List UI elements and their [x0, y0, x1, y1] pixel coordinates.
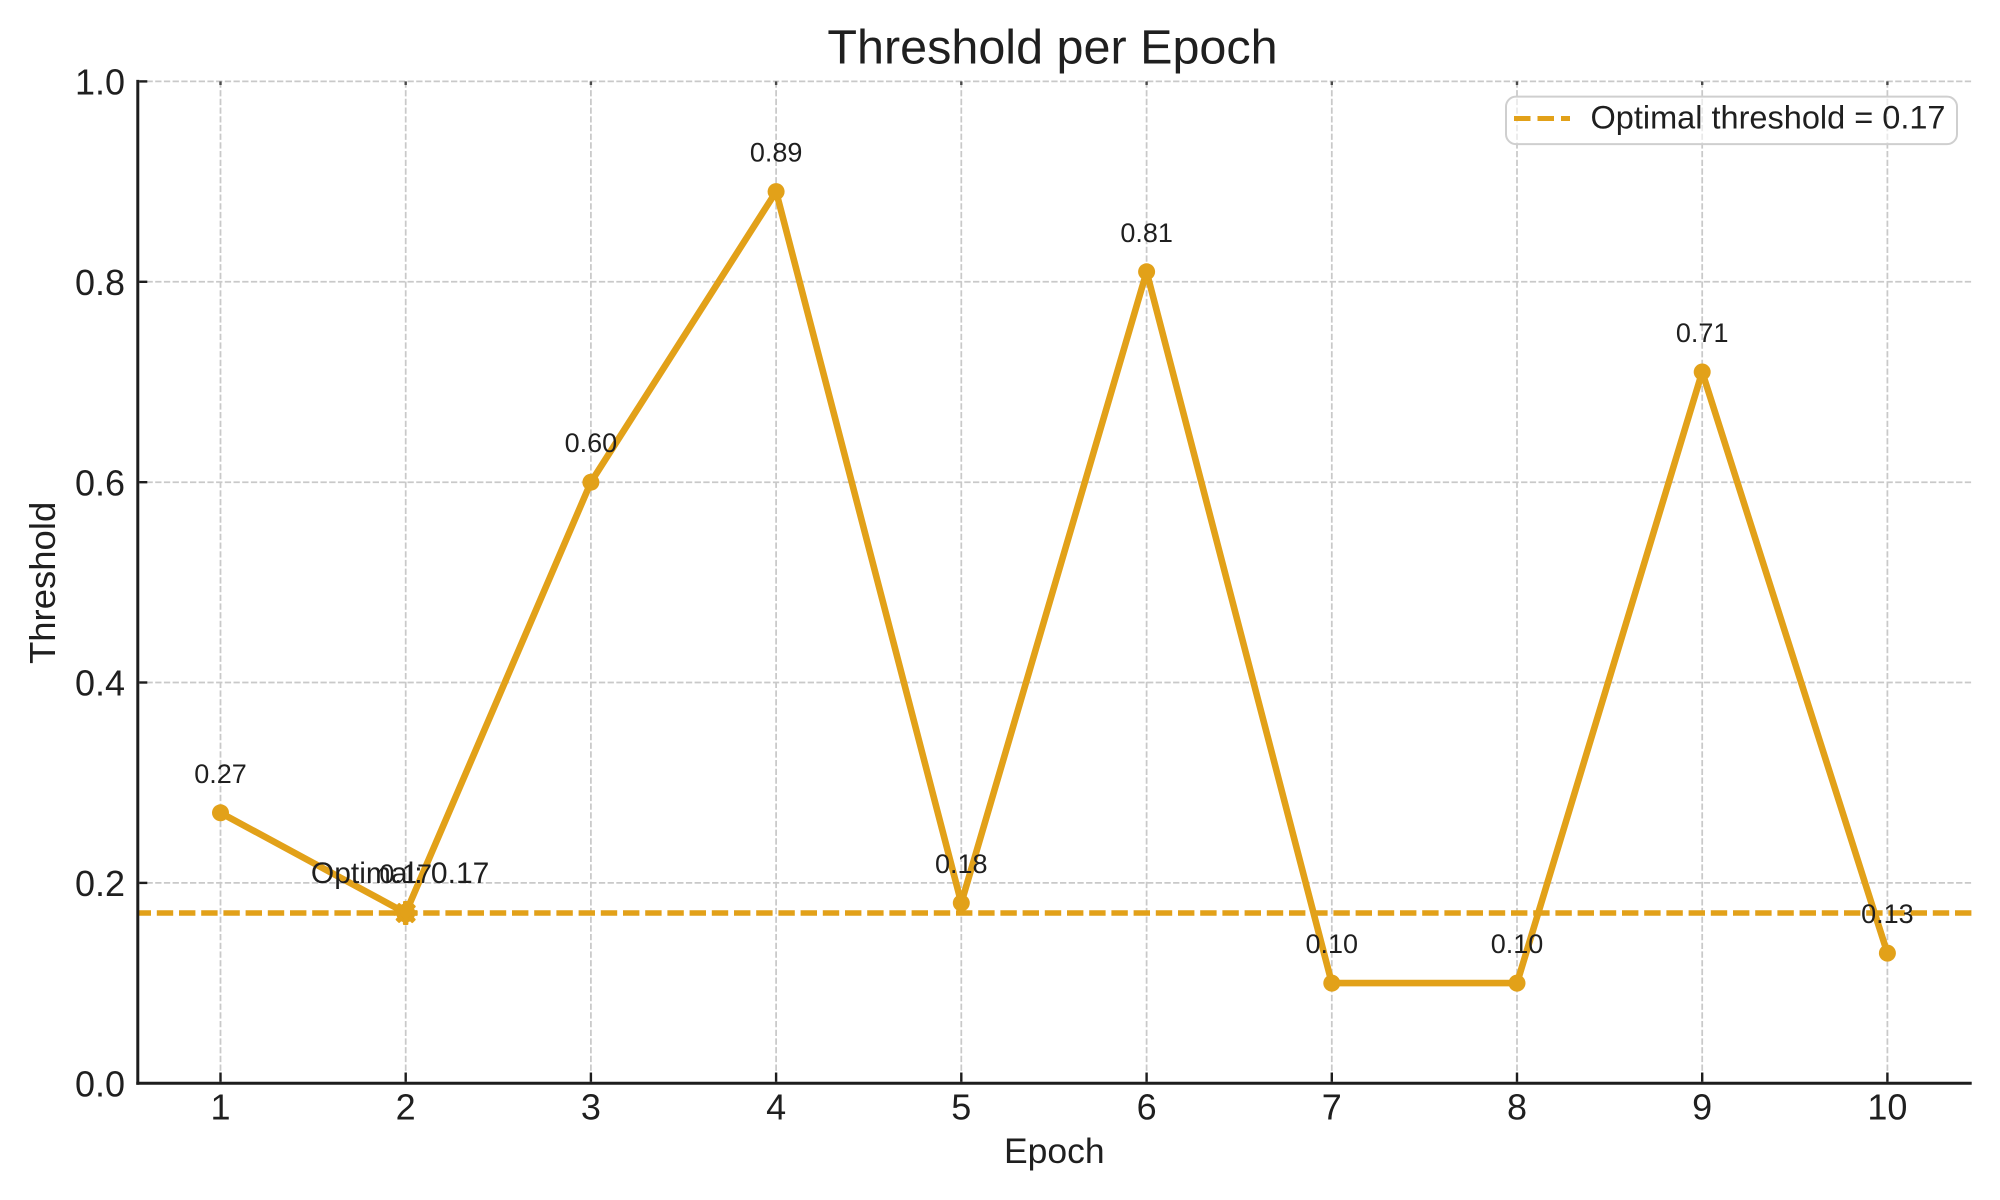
svg-text:2: 2: [396, 1086, 416, 1127]
svg-text:0.4: 0.4: [75, 663, 125, 704]
svg-text:Threshold per Epoch: Threshold per Epoch: [827, 21, 1277, 75]
svg-text:0.0: 0.0: [75, 1063, 125, 1104]
svg-text:0.8: 0.8: [75, 262, 125, 303]
svg-text:0.81: 0.81: [1120, 218, 1173, 248]
svg-text:3: 3: [581, 1086, 601, 1127]
svg-text:1.0: 1.0: [75, 62, 125, 103]
svg-text:0.6: 0.6: [75, 462, 125, 503]
svg-text:Optimal threshold = 0.17: Optimal threshold = 0.17: [1591, 100, 1946, 136]
svg-text:0.71: 0.71: [1676, 318, 1729, 348]
svg-text:4: 4: [766, 1086, 786, 1127]
svg-text:0.10: 0.10: [1306, 929, 1359, 959]
svg-text:0.60: 0.60: [565, 428, 618, 458]
svg-text:0.10: 0.10: [1491, 929, 1544, 959]
svg-text:9: 9: [1692, 1086, 1712, 1127]
svg-text:0.2: 0.2: [75, 863, 125, 904]
svg-text:0.17: 0.17: [379, 859, 432, 889]
svg-text:6: 6: [1137, 1086, 1157, 1127]
svg-text:0.27: 0.27: [194, 759, 247, 789]
svg-text:7: 7: [1322, 1086, 1342, 1127]
svg-text:10: 10: [1867, 1086, 1907, 1127]
svg-text:5: 5: [951, 1086, 971, 1127]
svg-text:0.13: 0.13: [1861, 899, 1914, 929]
svg-text:0.89: 0.89: [750, 138, 803, 168]
svg-text:Optimal: 0.17: Optimal: 0.17: [311, 857, 489, 890]
svg-text:1: 1: [210, 1086, 230, 1127]
svg-text:Epoch: Epoch: [1004, 1131, 1105, 1171]
svg-text:0.18: 0.18: [935, 849, 988, 879]
svg-text:8: 8: [1507, 1086, 1527, 1127]
svg-text:Threshold: Threshold: [22, 502, 63, 664]
